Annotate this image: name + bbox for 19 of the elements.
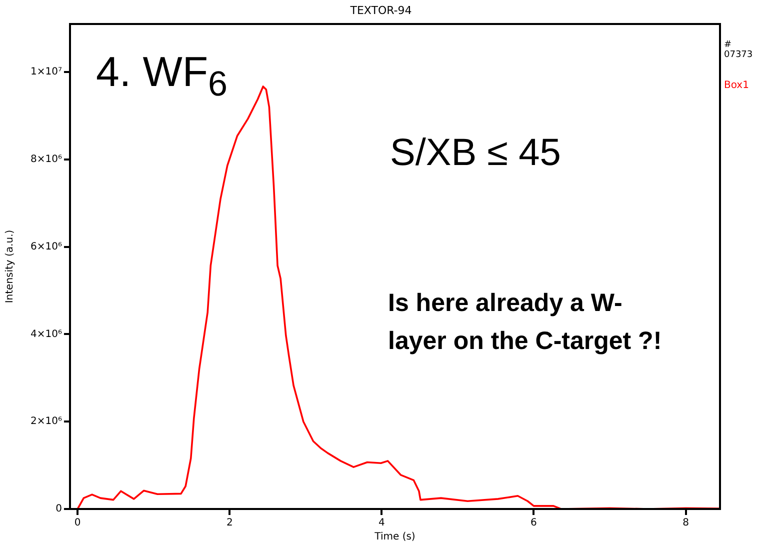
- y-tick-label: 8×10⁶: [30, 154, 62, 166]
- x-tick-label: 6: [530, 518, 537, 529]
- x-tick-label: 4: [378, 518, 385, 529]
- y-tick-label: 2×10⁶: [30, 416, 62, 428]
- x-axis-title: Time (s): [374, 532, 416, 543]
- y-tick-label: 6×10⁶: [30, 241, 62, 252]
- y-tick-label: 0: [56, 504, 62, 515]
- x-tick-label: 0: [74, 518, 81, 529]
- annotation: 4. WF$_{6}$: [96, 48, 228, 104]
- x-tick-label: 8: [682, 518, 689, 529]
- annotation: Is here already a W-layer on the C-target ?!: [388, 288, 663, 357]
- y-tick-label: 4×10⁶: [30, 328, 62, 340]
- y-axis-title: Intensity (a.u.): [4, 230, 16, 304]
- text: Box1: [724, 80, 749, 91]
- y-tick-label: 1×10⁷: [30, 66, 62, 78]
- annotation: S/XB ≤ 45: [390, 132, 561, 175]
- text: # 07373: [724, 40, 754, 60]
- x-tick-label: 2: [226, 518, 233, 529]
- chart-title: TEXTOR-94: [349, 4, 413, 17]
